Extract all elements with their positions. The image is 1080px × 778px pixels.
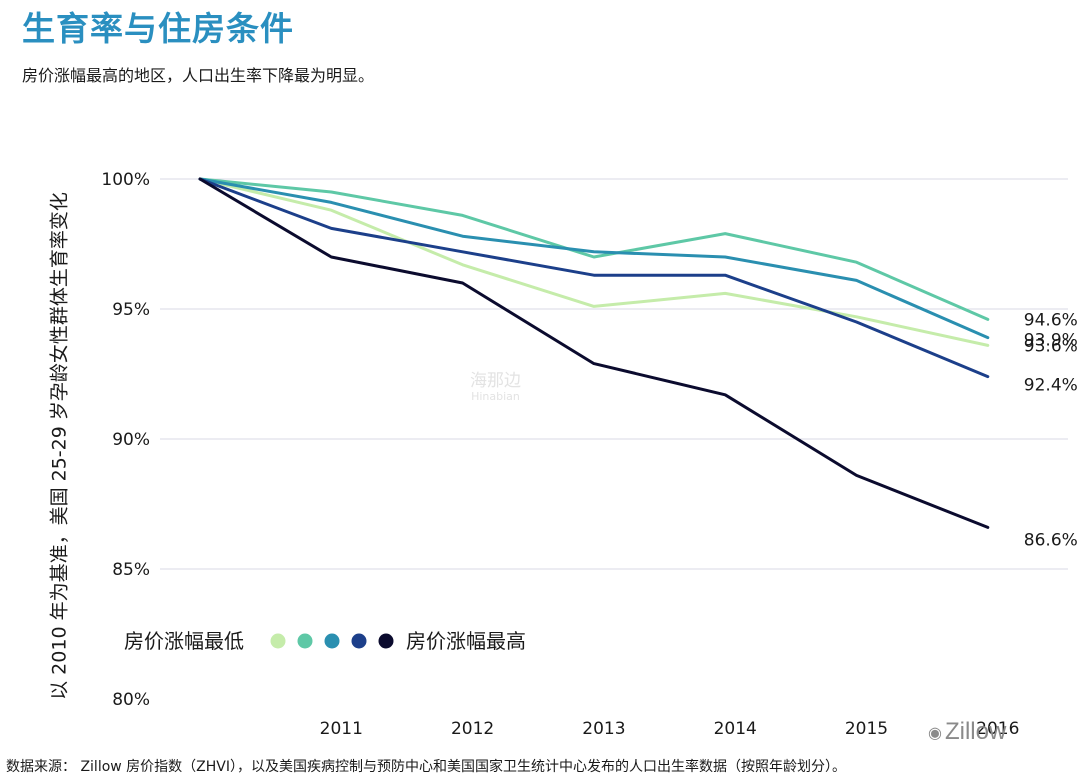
- source-note: 数据来源： Zillow 房价指数（ZHVI），以及美国疾病控制与预防中心和美国…: [6, 759, 846, 775]
- watermark-text: 海那边: [470, 371, 521, 391]
- data-label: 92.4%: [1024, 376, 1078, 396]
- page-subtitle: 房价涨幅最高的地区，人口出生率下降最为明显。: [22, 66, 375, 85]
- data-label: 93.9%: [1024, 331, 1078, 351]
- y-tick-label: 95%: [112, 300, 150, 320]
- legend-swatch: [378, 633, 394, 649]
- legend-swatch: [270, 633, 286, 649]
- x-tick-label: 2015: [845, 719, 888, 739]
- legend-high-label: 房价涨幅最高: [406, 629, 526, 653]
- x-tick-label: 2011: [320, 719, 363, 739]
- series-line: [198, 177, 990, 379]
- brand-mark: ◉ Zillow: [928, 718, 1006, 746]
- y-tick-label: 90%: [112, 430, 150, 450]
- data-label: 94.6%: [1024, 310, 1078, 330]
- brand-text: Zillow: [944, 718, 1007, 745]
- watermark-sub: Hinabian: [471, 389, 520, 403]
- data-label: 93.6%: [1024, 336, 1078, 356]
- series-line: [198, 177, 990, 529]
- legend-swatch: [351, 633, 367, 649]
- y-tick-label: 100%: [101, 170, 150, 190]
- legend-swatch: [297, 633, 313, 649]
- legend-swatch: [324, 633, 340, 649]
- wechat-icon: ◉: [928, 724, 942, 742]
- y-tick-label: 80%: [112, 690, 150, 710]
- x-tick-label: 2016: [976, 719, 1019, 739]
- series-line: [198, 177, 990, 347]
- series-line: [198, 177, 990, 340]
- x-tick-label: 2012: [451, 719, 494, 739]
- y-tick-label: 85%: [112, 560, 150, 580]
- legend-low-label: 房价涨幅最低: [124, 629, 244, 653]
- x-tick-label: 2013: [582, 719, 625, 739]
- page-title: 生育率与住房条件: [22, 9, 294, 48]
- x-tick-label: 2014: [714, 719, 757, 739]
- series-line: [198, 177, 990, 321]
- data-label: 86.6%: [1024, 530, 1078, 550]
- watermark: 海那边 Hinabian: [470, 372, 521, 403]
